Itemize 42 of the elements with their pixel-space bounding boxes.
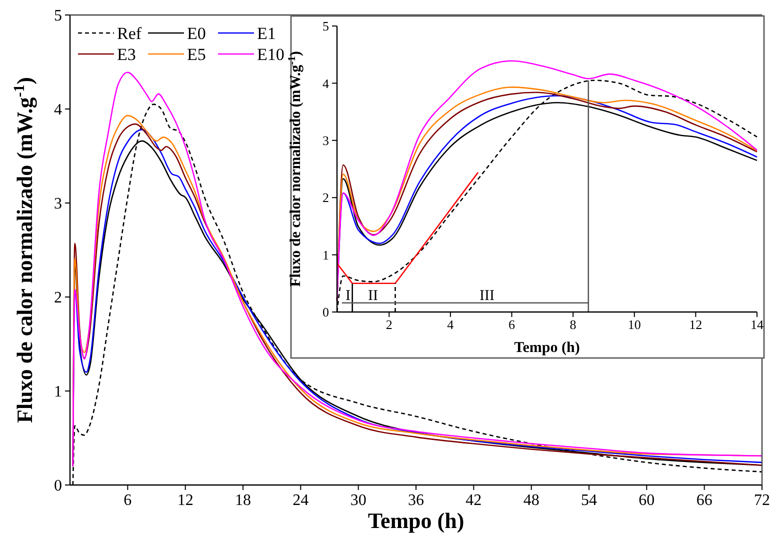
x-tick-label: 30	[350, 492, 366, 509]
y-tick-label: 5	[54, 8, 62, 25]
legend-label: E0	[187, 24, 206, 43]
annotation: III	[480, 288, 494, 304]
legend-label: E3	[117, 45, 136, 64]
legend-label: E1	[257, 24, 276, 43]
annotation: II	[368, 288, 378, 304]
y-tick-label: 4	[322, 76, 330, 91]
x-tick-label: 6	[508, 317, 516, 332]
x-tick-label: 18	[235, 492, 251, 509]
x-tick-label: 42	[466, 492, 482, 509]
y-tick-label: 1	[54, 384, 62, 401]
legend-label: E5	[187, 45, 206, 64]
y-tick-label: 0	[322, 304, 329, 320]
y-tick-label: 0	[54, 478, 62, 495]
x-tick-label: 48	[523, 492, 540, 509]
legend-label: E10	[257, 45, 284, 64]
annotation: I	[346, 288, 350, 304]
y-tick-label: 2	[322, 190, 329, 206]
x-axis-title: Tempo (h)	[514, 340, 580, 356]
y-tick-label: 1	[322, 247, 329, 262]
x-tick-label: 24	[292, 492, 309, 509]
x-tick-label: 36	[408, 492, 424, 509]
x-tick-label: 66	[696, 492, 712, 509]
x-tick-label: 54	[581, 492, 597, 509]
x-tick-label: 4	[447, 317, 454, 332]
y-tick-label: 3	[322, 132, 329, 148]
x-tick-label: 12	[689, 317, 702, 332]
legend-label: Ref	[117, 24, 142, 43]
x-tick-label: 12	[177, 492, 194, 509]
x-tick-label: 60	[638, 492, 655, 509]
y-tick-label: 5	[322, 18, 329, 34]
x-tick-label: 10	[628, 317, 641, 332]
x-tick-label: 2	[386, 317, 392, 332]
y-tick-label: 2	[54, 290, 62, 307]
x-tick-label: 6	[124, 492, 132, 509]
y-tick-label: 3	[54, 196, 62, 213]
x-tick-label: 72	[754, 492, 770, 509]
x-tick-label: 8	[570, 317, 576, 332]
x-tick-label: 14	[750, 317, 764, 332]
y-tick-label: 4	[54, 102, 62, 119]
x-axis-title: Tempo (h)	[368, 508, 464, 533]
